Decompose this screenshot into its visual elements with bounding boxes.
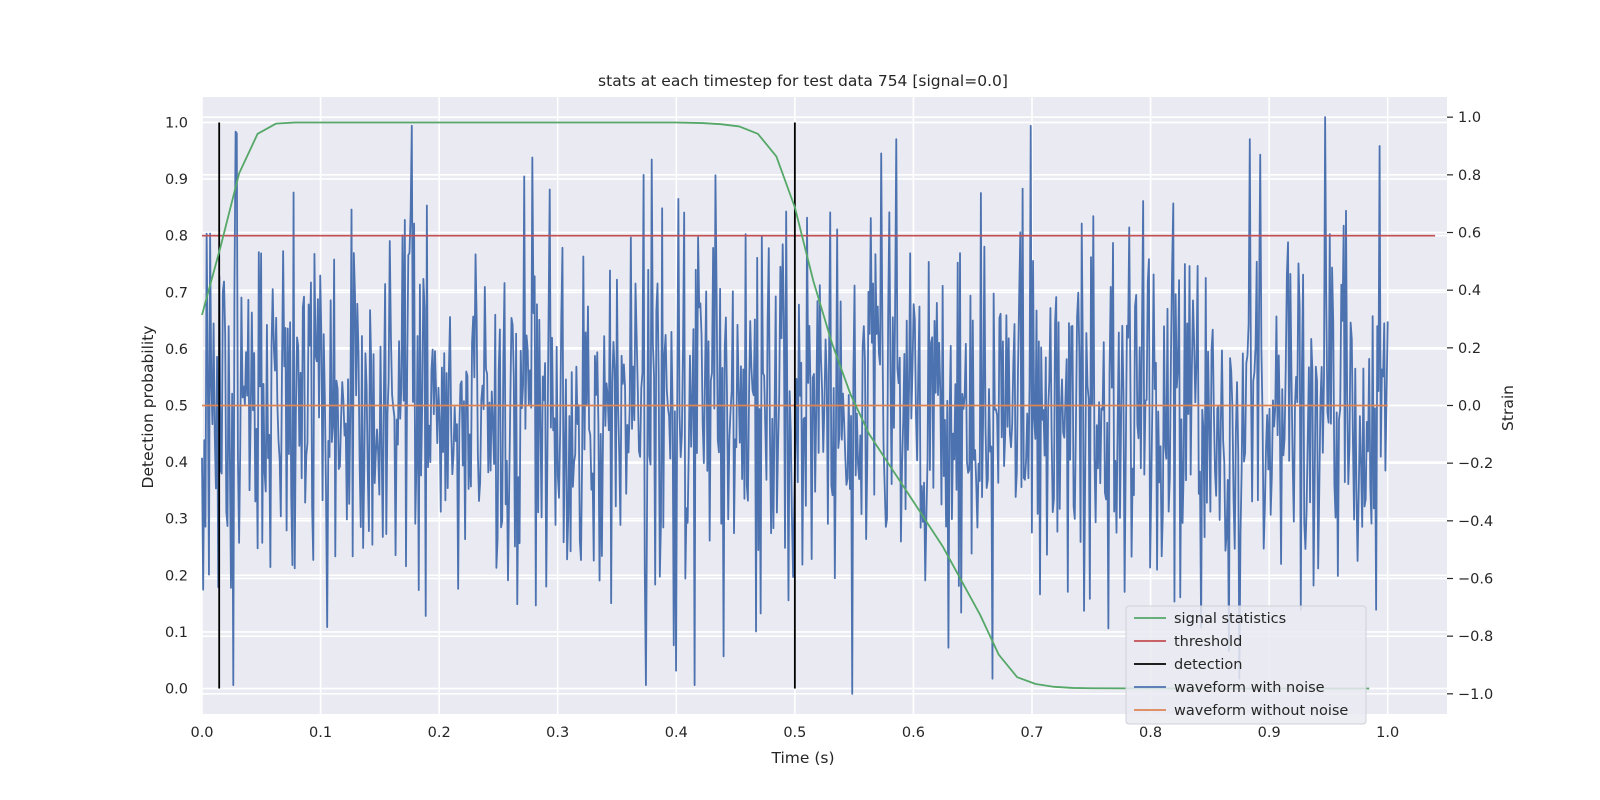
x-tick-label: 0.2 — [428, 725, 451, 741]
legend: signal statistics threshold detection wavef… — [1125, 605, 1367, 725]
y-right-tick-label: −0.2 — [1458, 456, 1493, 472]
y-right-tick-label: 0.0 — [1458, 399, 1481, 415]
x-axis-label: Time (s) — [770, 749, 834, 767]
legend-entry: signal statistics — [1174, 611, 1286, 627]
legend-entry: waveform with noise — [1174, 680, 1325, 696]
y-left-tick-label: 0.3 — [165, 512, 188, 528]
y-right-tick-label: −1.0 — [1458, 687, 1493, 703]
y-left-tick-label: 0.0 — [165, 682, 188, 698]
legend-entry: threshold — [1174, 634, 1242, 650]
y-left-tick-label: 0.5 — [165, 399, 188, 415]
chart-title: stats at each timestep for test data 754… — [598, 72, 1008, 90]
series-line-signal-statistics — [201, 121, 1370, 690]
y-right-tick-label: 0.8 — [1458, 168, 1481, 184]
x-tick-label: 0.4 — [665, 725, 688, 741]
x-tick-label: 0.1 — [309, 725, 332, 741]
legend-box — [1125, 605, 1367, 725]
y-right-tick-label: −0.6 — [1458, 571, 1493, 587]
y-right-tick-label: 0.2 — [1458, 341, 1481, 357]
x-tick-label: 0.3 — [546, 725, 569, 741]
y-axis-label-left: Detection probability — [139, 326, 157, 489]
y-axis-label-right: Strain — [1499, 385, 1517, 431]
y-left-tick-label: 0.2 — [165, 568, 188, 584]
x-tick-label: 0.6 — [902, 725, 925, 741]
y-left-tick-label: 0.8 — [165, 229, 188, 245]
axes: 0.0 0.1 0.2 0.3 0.4 0.5 0.6 0.7 0.8 0.9 1.0 0.0 0.1 0… — [165, 110, 1493, 741]
y-left-tick-label: 0.7 — [165, 285, 188, 301]
x-tick-label: 0.8 — [1139, 725, 1162, 741]
y-right-tick-label: −0.4 — [1458, 514, 1493, 530]
series-layer — [201, 116, 1436, 695]
legend-entry: detection — [1174, 657, 1242, 673]
x-tick-label: 0.9 — [1258, 725, 1281, 741]
y-left-tick-label: 0.9 — [165, 172, 188, 188]
legend-entry: waveform without noise — [1174, 703, 1348, 719]
y-left-tick-label: 0.4 — [165, 455, 188, 471]
y-left-tick-label: 0.6 — [165, 342, 188, 358]
y-right-tick-label: 1.0 — [1458, 110, 1481, 126]
y-right-tick-label: 0.6 — [1458, 226, 1481, 242]
y-left-tick-label: 1.0 — [165, 115, 188, 131]
y-left-tick-label: 0.1 — [165, 625, 188, 641]
x-tick-label: 1.0 — [1376, 725, 1399, 741]
x-tick-label: 0.5 — [783, 725, 806, 741]
y-right-tick-label: 0.4 — [1458, 283, 1481, 299]
x-tick-label: 0.7 — [1020, 725, 1043, 741]
y-right-tick-label: −0.8 — [1458, 629, 1493, 645]
x-tick-label: 0.0 — [190, 725, 213, 741]
